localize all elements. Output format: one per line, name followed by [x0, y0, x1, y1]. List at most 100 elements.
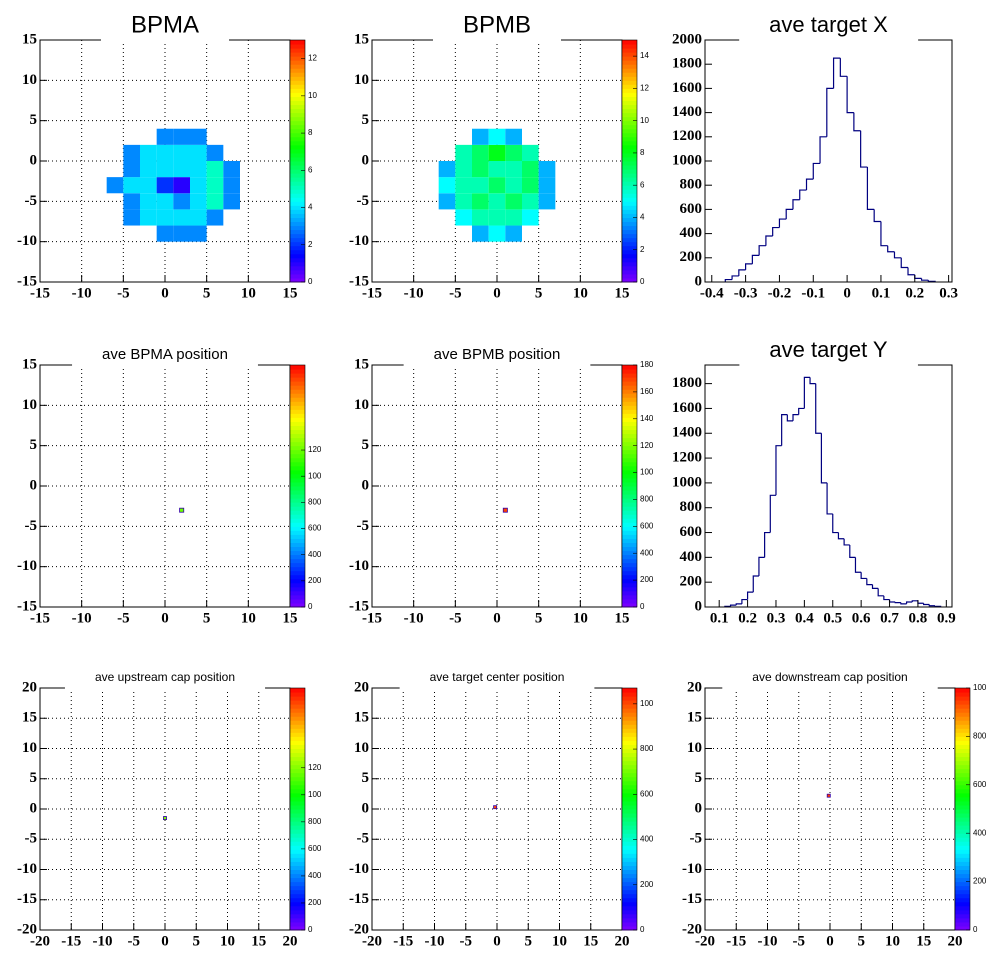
colorbar-strip: [290, 397, 305, 402]
colorbar-strip: [622, 700, 637, 705]
colorbar-strip: [290, 865, 305, 870]
colorbar-strip: [622, 401, 637, 406]
x-tick-label: -0.3: [734, 285, 758, 301]
colorbar-strip: [622, 112, 637, 118]
z-tick-label: 400: [308, 550, 322, 559]
colorbar-strip: [622, 724, 637, 729]
colorbar-strip: [622, 52, 637, 57]
histogram-bin: [735, 603, 742, 606]
heatmap-cell: [173, 128, 190, 145]
colorbar-strip: [955, 780, 970, 786]
colorbar-strip: [955, 869, 970, 875]
colorbar-strip: [290, 502, 305, 507]
colorbar-strip: [622, 554, 637, 560]
histogram-bin: [786, 414, 794, 422]
x-tick-label: 15: [251, 933, 266, 949]
y-tick-label: -5: [25, 518, 38, 534]
colorbar-strip: [290, 233, 305, 239]
colorbar-strip: [622, 736, 637, 741]
colorbar-strip: [622, 514, 637, 519]
heatmap-cell: [106, 177, 124, 194]
z-tick-label: 600: [640, 789, 654, 798]
colorbar-strip: [955, 724, 970, 729]
y-tick-label: -10: [349, 861, 369, 877]
heatmap-cell: [156, 144, 174, 161]
colorbar-strip: [290, 461, 305, 467]
heatmap-cell: [140, 144, 157, 161]
x-tick-label: 10: [573, 285, 588, 301]
colorbar-strip: [622, 389, 637, 394]
y-tick-label: 1200: [672, 128, 702, 144]
colorbar-strip: [622, 116, 637, 122]
colorbar-strip: [622, 165, 637, 170]
heatmap-cell: [488, 128, 506, 145]
colorbar-strip: [622, 809, 637, 814]
colorbar-strip: [622, 457, 637, 463]
z-tick-label: 12: [308, 54, 317, 63]
colorbar-strip: [622, 853, 637, 858]
z-tick-label: 600: [308, 524, 322, 533]
colorbar-strip: [622, 96, 637, 101]
colorbar-strip: [290, 700, 305, 705]
colorbar-strip: [290, 486, 305, 491]
colorbar-strip: [290, 688, 305, 693]
y-tick-label: 20: [22, 679, 37, 695]
colorbar-strip: [290, 433, 305, 439]
title-box: [72, 343, 258, 367]
colorbar-strip: [290, 205, 305, 210]
colorbar-strip: [955, 792, 970, 798]
colorbar-strip: [622, 502, 637, 507]
x-tick-label: 10: [241, 285, 256, 301]
colorbar-strip: [622, 788, 637, 794]
y-tick-label: -10: [349, 233, 369, 249]
colorbar-strip: [622, 570, 637, 576]
colorbar-strip: [290, 732, 305, 737]
colorbar-strip: [955, 833, 970, 838]
histogram-bin: [880, 221, 888, 247]
y-tick-label: -5: [25, 193, 38, 209]
colorbar-strip: [622, 409, 637, 414]
heatmap-cell: [455, 177, 472, 194]
colorbar-strip: [290, 60, 305, 65]
colorbar-strip: [290, 104, 305, 110]
colorbar-strip: [622, 598, 637, 604]
colorbar-strip: [622, 897, 637, 903]
colorbar-strip: [622, 209, 637, 214]
z-tick-label: 120: [308, 763, 322, 772]
colorbar-strip: [955, 736, 970, 741]
y-tick-label: -20: [17, 921, 37, 937]
colorbar-strip: [622, 100, 637, 106]
z-tick-label: 2: [308, 240, 313, 249]
colorbar-strip: [290, 92, 305, 97]
z-tick-label: 8: [308, 128, 313, 137]
x-tick-label: 0.5: [823, 610, 842, 626]
colorbar-strip: [290, 269, 305, 275]
x-tick-label: 20: [283, 933, 298, 949]
colorbar-strip: [290, 56, 305, 61]
colorbar-strip: [290, 692, 305, 697]
heatmap-cell: [505, 225, 522, 242]
colorbar-frame: [289, 687, 306, 931]
colorbar-strip: [290, 64, 305, 69]
heatmap-cell: [538, 161, 556, 178]
colorbar-strip: [622, 273, 637, 279]
heatmap-cell: [455, 144, 472, 161]
histogram-bin: [746, 591, 754, 600]
title-box: [100, 9, 230, 42]
y-tick-label: 10: [354, 397, 369, 413]
colorbar-strip: [290, 100, 305, 106]
y-tick-label: -15: [682, 891, 702, 907]
colorbar-strip: [290, 140, 305, 146]
z-tick-label: 6: [640, 180, 645, 189]
histogram-bin: [846, 76, 854, 114]
y-tick-label: 10: [22, 740, 37, 756]
x-tick-label: -20: [362, 933, 382, 949]
colorbar-strip: [290, 128, 305, 134]
colorbar-strip: [955, 897, 970, 903]
colorbar-strip: [290, 385, 305, 390]
colorbar-strip: [290, 189, 305, 194]
y-tick-label: 15: [22, 31, 37, 47]
z-tick-label: 200: [640, 575, 654, 584]
colorbar-strip: [290, 453, 305, 459]
y-tick-label: 0: [362, 800, 370, 816]
